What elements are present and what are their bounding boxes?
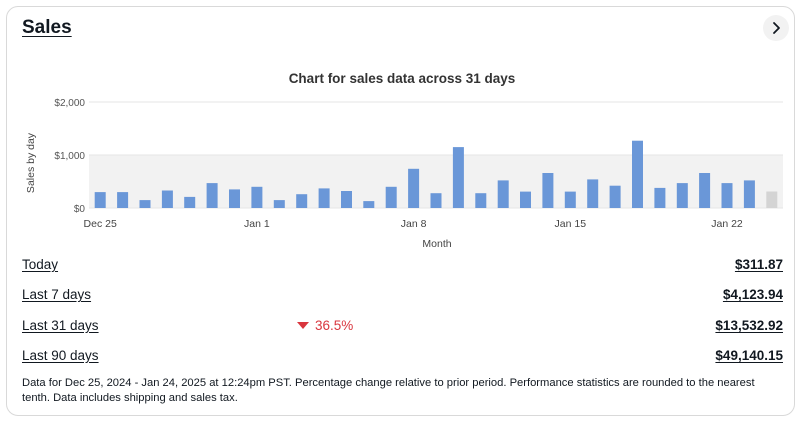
bar-dec-29[interactable]: [184, 196, 196, 208]
down-arrow-icon: [297, 322, 309, 329]
footnote: Data for Dec 25, 2024 - Jan 24, 2025 at …: [22, 377, 755, 404]
next-button[interactable]: [763, 15, 789, 41]
bar-jan-18[interactable]: [632, 140, 643, 208]
bar-jan-2[interactable]: [273, 200, 285, 208]
bar-jan-11[interactable]: [475, 193, 487, 208]
bar-dec-27[interactable]: [139, 200, 151, 208]
bar-jan-19[interactable]: [654, 187, 666, 208]
bar-dec-26[interactable]: [117, 192, 129, 208]
chart-title: Chart for sales data across 31 days: [289, 71, 516, 86]
stat-label-last-31-days[interactable]: Last 31 days: [22, 318, 99, 333]
bar-jan-3[interactable]: [296, 194, 308, 208]
sales-card: Sales Chart for sales data across 31 day…: [6, 6, 795, 416]
bar-jan-20[interactable]: [676, 183, 688, 208]
bar-jan-6[interactable]: [363, 201, 375, 208]
bar-jan-17[interactable]: [609, 185, 621, 208]
stat-row-last-31-days: Last 31 days 36.5% $13,532.92: [22, 318, 783, 338]
bar-jan-23[interactable]: [743, 180, 755, 208]
stat-label-last-90-days[interactable]: Last 90 days: [22, 348, 99, 363]
bar-jan-13[interactable]: [520, 191, 531, 208]
percent-change-value: 36.5%: [315, 318, 354, 333]
bar-jan-24[interactable]: [766, 191, 778, 209]
stat-row-last-90-days: Last 90 days $49,140.15: [22, 348, 783, 368]
bar-jan-1[interactable]: [251, 186, 263, 208]
chevron-right-icon: [773, 22, 780, 34]
bar-jan-12[interactable]: [497, 180, 509, 208]
stat-row-today: Today $311.87: [22, 257, 783, 277]
bar-jan-5[interactable]: [341, 191, 352, 208]
bar-jan-10[interactable]: [452, 147, 464, 208]
bar-jan-4[interactable]: [318, 188, 330, 208]
sales-chart: Chart for sales data across 31 days $2,0…: [25, 71, 783, 250]
bar-jan-14[interactable]: [542, 173, 554, 208]
bar-jan-8[interactable]: [408, 168, 420, 208]
bar-jan-22[interactable]: [721, 183, 733, 208]
y-tick-label: $1,000: [54, 151, 85, 162]
stat-row-last-7-days: Last 7 days $4,123.94: [22, 287, 783, 307]
stat-value-last-31-days[interactable]: $13,532.92: [715, 318, 783, 333]
y-axis-label: Sales by day: [25, 132, 37, 193]
x-tick-label: Jan 1: [244, 218, 270, 230]
x-tick-label: Jan 15: [555, 218, 587, 230]
x-tick-label: Dec 25: [84, 218, 117, 230]
y-tick-label: $2,000: [54, 98, 85, 109]
bar-jan-9[interactable]: [430, 193, 442, 208]
bar-dec-28[interactable]: [161, 190, 173, 209]
x-tick-label: Jan 8: [401, 218, 427, 230]
bar-dec-25[interactable]: [94, 192, 106, 208]
bar-jan-7[interactable]: [385, 186, 397, 208]
bar-jan-15[interactable]: [564, 191, 576, 208]
stat-label-today[interactable]: Today: [22, 257, 59, 272]
card-title[interactable]: Sales: [22, 17, 72, 38]
percent-change: 36.5%: [297, 318, 353, 333]
bar-dec-31[interactable]: [229, 189, 240, 208]
bar-jan-21[interactable]: [699, 173, 711, 208]
y-tick-label: $0: [74, 204, 86, 215]
x-tick-label: Jan 22: [711, 218, 743, 230]
stat-value-last-90-days[interactable]: $49,140.15: [715, 348, 783, 363]
x-axis-label: Month: [422, 238, 451, 250]
stat-label-last-7-days[interactable]: Last 7 days: [22, 287, 92, 302]
bar-dec-30[interactable]: [206, 183, 218, 208]
bar-jan-16[interactable]: [587, 179, 599, 208]
stat-value-today[interactable]: $311.87: [734, 257, 783, 272]
stat-value-last-7-days[interactable]: $4,123.94: [722, 287, 783, 302]
